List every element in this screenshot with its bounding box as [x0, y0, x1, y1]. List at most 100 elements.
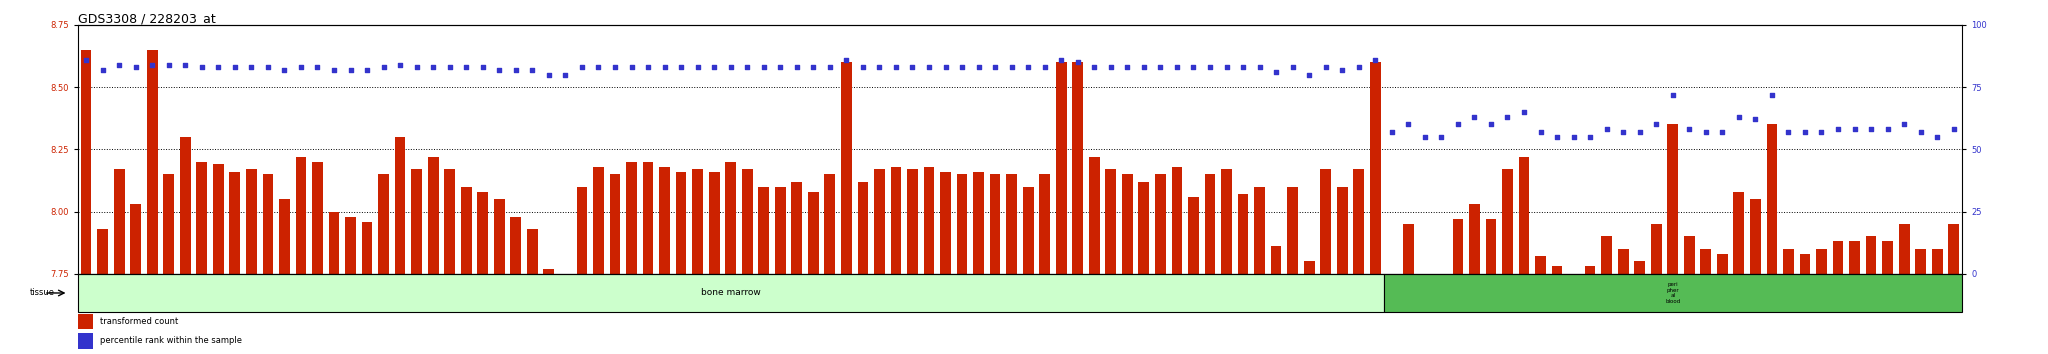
Bar	[1171, 167, 1182, 274]
Point	[1260, 69, 1292, 75]
Bar	[1237, 194, 1249, 274]
Point	[647, 64, 680, 70]
Point	[350, 67, 383, 73]
Point	[565, 64, 598, 70]
Point	[367, 64, 399, 70]
Point	[301, 64, 334, 70]
Point	[666, 64, 698, 70]
Point	[682, 64, 715, 70]
Text: GDS3308 / 228203_at: GDS3308 / 228203_at	[78, 12, 215, 25]
Bar	[1667, 124, 1677, 274]
Point	[399, 64, 432, 70]
Point	[764, 64, 797, 70]
Bar	[725, 162, 735, 274]
Point	[1243, 64, 1276, 70]
Bar	[825, 174, 836, 274]
Bar	[1882, 241, 1892, 274]
Bar	[1419, 274, 1430, 291]
Point	[1276, 64, 1309, 70]
Point	[1360, 57, 1393, 62]
Bar	[1651, 224, 1661, 274]
Point	[102, 62, 135, 68]
Bar	[1931, 249, 1944, 274]
Bar	[741, 169, 752, 274]
Point	[829, 57, 862, 62]
Point	[236, 64, 268, 70]
Point	[1425, 134, 1458, 140]
Bar	[1288, 187, 1298, 274]
Bar	[1866, 236, 1876, 274]
Point	[119, 64, 152, 70]
Bar	[262, 174, 272, 274]
Bar	[1038, 174, 1051, 274]
Bar	[594, 167, 604, 274]
Bar	[1749, 199, 1761, 274]
Bar	[1270, 246, 1282, 274]
Bar	[973, 172, 983, 274]
Bar	[1403, 224, 1413, 274]
Bar	[526, 229, 539, 274]
Bar	[1634, 261, 1645, 274]
Point	[70, 57, 102, 62]
Bar	[692, 169, 702, 274]
Point	[1804, 129, 1837, 135]
Bar	[461, 187, 471, 274]
Point	[317, 67, 350, 73]
Point	[698, 64, 731, 70]
Bar	[791, 182, 803, 274]
Point	[1855, 126, 1888, 132]
Text: bone marrow: bone marrow	[700, 289, 760, 297]
Bar	[874, 169, 885, 274]
Point	[598, 64, 631, 70]
Point	[1178, 64, 1210, 70]
Point	[549, 72, 582, 78]
Bar	[1501, 169, 1513, 274]
Text: percentile rank within the sample: percentile rank within the sample	[100, 336, 242, 346]
Point	[897, 64, 930, 70]
Bar	[78, 314, 92, 329]
Bar	[1221, 169, 1231, 274]
Point	[1210, 64, 1243, 70]
Point	[1921, 134, 1954, 140]
Bar	[1683, 236, 1694, 274]
Point	[168, 62, 201, 68]
Bar	[379, 174, 389, 274]
Point	[219, 64, 252, 70]
Bar	[246, 169, 256, 274]
Bar	[1370, 62, 1380, 274]
Point	[1739, 116, 1772, 122]
Bar	[1784, 249, 1794, 274]
Point	[451, 64, 483, 70]
Bar	[96, 229, 109, 274]
Text: tissue: tissue	[31, 289, 55, 297]
Bar	[1022, 187, 1034, 274]
Point	[334, 67, 367, 73]
Bar	[164, 174, 174, 274]
Bar	[1602, 236, 1612, 274]
Bar	[1188, 196, 1198, 274]
Point	[1409, 134, 1442, 140]
Point	[862, 64, 895, 70]
Bar	[180, 137, 190, 274]
Bar	[1253, 187, 1266, 274]
Bar	[1915, 249, 1925, 274]
Bar	[676, 172, 686, 274]
Point	[1556, 134, 1589, 140]
Point	[268, 67, 301, 73]
Point	[1475, 121, 1507, 127]
Point	[1061, 59, 1094, 65]
Point	[516, 67, 549, 73]
Bar	[1006, 174, 1018, 274]
Bar	[1073, 62, 1083, 274]
Point	[1524, 129, 1556, 135]
Bar	[627, 162, 637, 274]
Bar	[213, 164, 223, 274]
Point	[1624, 129, 1657, 135]
Point	[813, 64, 846, 70]
Bar	[477, 192, 487, 274]
Bar	[362, 222, 373, 274]
Point	[1325, 67, 1358, 73]
Point	[1937, 126, 1970, 132]
Point	[135, 62, 168, 68]
Bar	[1849, 241, 1860, 274]
